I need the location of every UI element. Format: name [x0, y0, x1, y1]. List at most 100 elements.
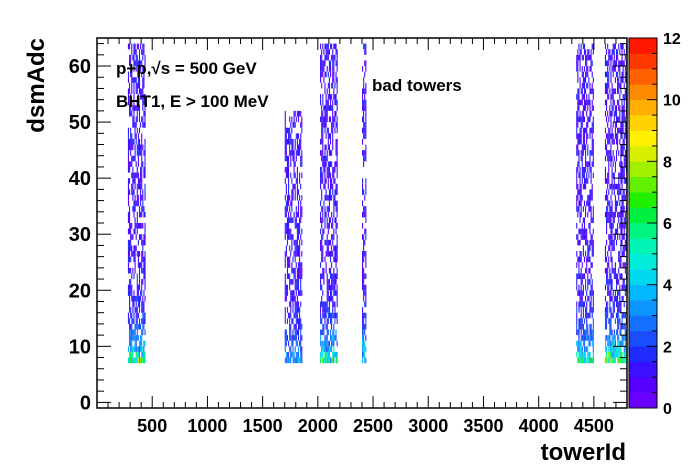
- heatmap-cell: [130, 234, 132, 240]
- heatmap-cell: [609, 290, 611, 296]
- heatmap-cell: [327, 161, 329, 167]
- heatmap-cell: [592, 150, 594, 156]
- heatmap-cell: [328, 267, 330, 274]
- heatmap-cell: [333, 77, 335, 83]
- heatmap-cell: [608, 71, 610, 78]
- heatmap-cell: [587, 194, 589, 201]
- heatmap-cell: [132, 172, 134, 179]
- heatmap-cell: [332, 335, 334, 341]
- heatmap-cell: [144, 155, 146, 162]
- heatmap-cell: [611, 189, 613, 195]
- heatmap-cell: [364, 155, 366, 162]
- heatmap-cell: [284, 150, 286, 156]
- heatmap-cell: [582, 329, 584, 336]
- heatmap-cell: [586, 94, 588, 100]
- heatmap-cell: [581, 116, 583, 123]
- heatmap-cell: [577, 357, 579, 364]
- heatmap-cell: [295, 133, 297, 139]
- heatmap-cell: [296, 279, 298, 285]
- heatmap-cell: [579, 116, 581, 123]
- heatmap-cell: [328, 307, 330, 313]
- heatmap-cell: [289, 144, 291, 151]
- heatmap-cell: [335, 138, 337, 145]
- heatmap-cell: [608, 262, 610, 268]
- heatmap-cell: [140, 144, 142, 151]
- heatmap-cell: [592, 301, 594, 308]
- heatmap-cell: [615, 301, 618, 308]
- heatmap-cell: [334, 94, 336, 100]
- heatmap-cell: [588, 49, 590, 55]
- heatmap-cell: [624, 150, 626, 156]
- heatmap-cell: [142, 99, 144, 106]
- heatmap-cell: [583, 166, 586, 173]
- heatmap-cell: [363, 335, 365, 341]
- heatmap-cell: [622, 279, 624, 285]
- heatmap-cell: [589, 245, 591, 252]
- heatmap-cell: [618, 105, 620, 111]
- heatmap-cell: [296, 351, 298, 358]
- color-bar-segment: [629, 361, 657, 378]
- heatmap-cell: [324, 144, 326, 151]
- heatmap-cell: [326, 357, 328, 364]
- heatmap-cell: [579, 273, 581, 280]
- heatmap-cell: [583, 301, 586, 308]
- heatmap-cell: [321, 301, 323, 308]
- heatmap-cell: [619, 71, 621, 78]
- heatmap-cell: [297, 279, 300, 285]
- heatmap-cell: [334, 189, 336, 195]
- color-bar-segment: [629, 130, 657, 147]
- heatmap-cell: [333, 194, 335, 201]
- heatmap-cell: [589, 66, 591, 72]
- heatmap-cell: [610, 110, 612, 117]
- heatmap-cell: [364, 127, 366, 134]
- heatmap-cell: [592, 335, 594, 341]
- heatmap-cell: [325, 189, 327, 195]
- heatmap-cell: [581, 178, 583, 184]
- heatmap-cell: [286, 194, 289, 201]
- heatmap-cell: [325, 335, 327, 341]
- heatmap-cell: [138, 66, 141, 72]
- heatmap-cell: [137, 133, 139, 139]
- heatmap-cell: [606, 228, 608, 235]
- heatmap-cell: [583, 66, 586, 72]
- heatmap-cell: [284, 312, 286, 319]
- heatmap-cell: [294, 194, 296, 201]
- heatmap-cell: [296, 194, 298, 201]
- heatmap-cell: [143, 206, 145, 212]
- heatmap-cell: [332, 71, 334, 78]
- heatmap-cell: [589, 351, 591, 358]
- heatmap-cell: [607, 178, 609, 184]
- y-tick-label: 30: [69, 224, 91, 246]
- heatmap-cell: [285, 166, 287, 173]
- heatmap-cell: [365, 82, 367, 89]
- heatmap-cell: [581, 290, 583, 296]
- heatmap-cell: [576, 273, 578, 280]
- heatmap-cell: [129, 323, 131, 330]
- heatmap-cell: [293, 357, 295, 364]
- heatmap-cell: [623, 178, 625, 184]
- heatmap-cell: [299, 318, 301, 324]
- heatmap-cell: [138, 49, 141, 55]
- heatmap-cell: [325, 133, 327, 139]
- heatmap-cell: [288, 223, 290, 229]
- heatmap-cell: [322, 66, 324, 72]
- heatmap-cell: [135, 161, 137, 167]
- heatmap-cell: [143, 307, 145, 313]
- heatmap-cell: [614, 105, 616, 111]
- heatmap-cell: [591, 138, 593, 145]
- heatmap-cell: [300, 273, 302, 280]
- heatmap-cell: [591, 357, 593, 364]
- heatmap-cell: [297, 251, 300, 257]
- heatmap-cell: [579, 172, 581, 179]
- heatmap-cell: [130, 138, 132, 145]
- heatmap-cell: [284, 166, 286, 173]
- heatmap-cell: [589, 200, 591, 207]
- x-tick-label: 4000: [519, 416, 559, 436]
- heatmap-cell: [579, 290, 581, 296]
- heatmap-cell: [324, 211, 326, 218]
- heatmap-cell: [576, 194, 578, 201]
- heatmap-cell: [578, 94, 580, 100]
- heatmap-cell: [578, 262, 580, 268]
- heatmap-cell: [144, 94, 146, 100]
- heatmap-cell: [606, 60, 608, 67]
